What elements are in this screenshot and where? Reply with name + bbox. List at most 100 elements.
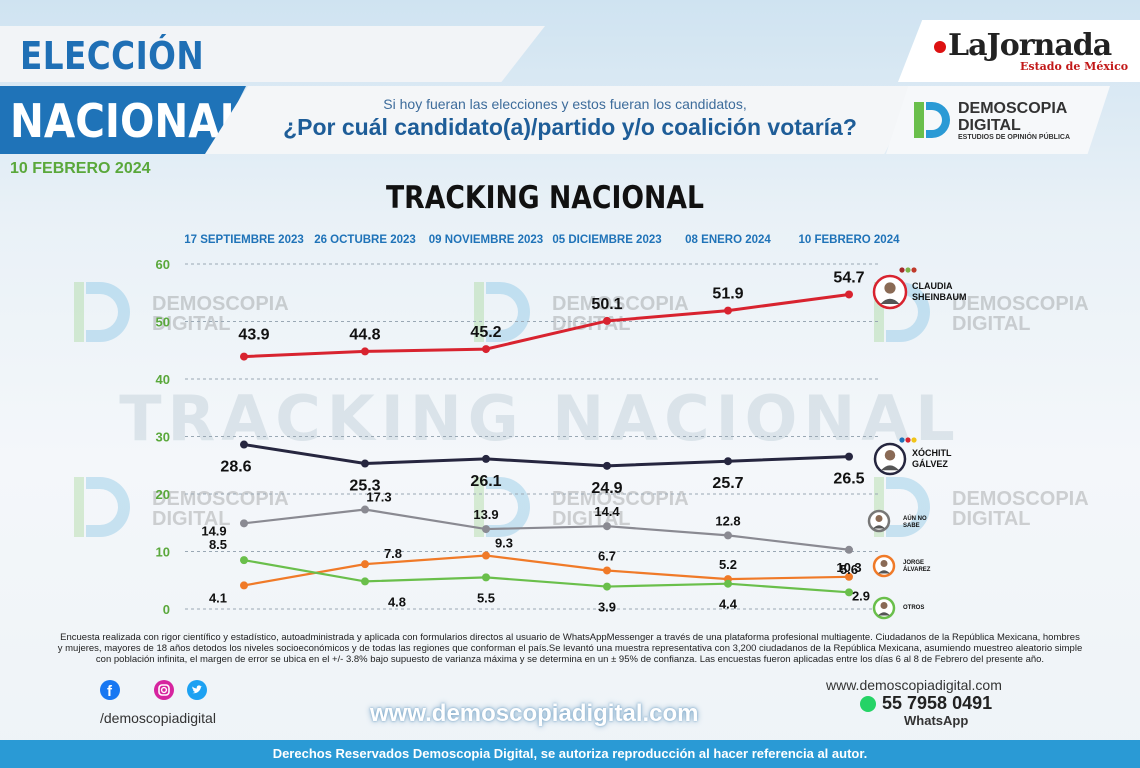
- data-point: [724, 579, 732, 588]
- svg-text:DIGITAL: DIGITAL: [952, 508, 1031, 530]
- series-4: 8.5 4.8 5.5 3.9 4.4 2.9: [209, 537, 870, 614]
- legend-xochitl: XÓCHITL GÁLVEZ: [912, 448, 952, 469]
- twitter-icon[interactable]: [186, 680, 207, 700]
- x-axis-labels: 17 SEPTIEMBRE 2023 26 OCTUBRE 2023 09 NOVI…: [184, 234, 900, 246]
- y-tick-label: 40: [156, 372, 170, 387]
- demoscopia-name: DEMOSCOPIA DIGITAL: [958, 100, 1068, 134]
- data-point: [724, 457, 732, 466]
- data-label: 14.4: [594, 504, 620, 519]
- y-tick-label: 0: [163, 602, 170, 617]
- party-logo-icon: [911, 267, 917, 273]
- demoscopia-logo-box: DEMOSCOPIA DIGITAL ESTUDIOS DE OPINIÓN P…: [886, 86, 1110, 154]
- data-point: [482, 551, 490, 560]
- data-point: [240, 581, 248, 590]
- instagram-icon[interactable]: [154, 680, 175, 700]
- region-label: NACIONAL: [10, 94, 246, 148]
- candidate-avatar-icon: [872, 596, 896, 620]
- party-logo-icon: [899, 267, 905, 273]
- candidate-avatar-icon: [872, 554, 896, 578]
- demoscopia-tagline: ESTUDIOS DE OPINIÓN PÚBLICA: [958, 134, 1071, 141]
- red-dot-icon: [934, 41, 946, 53]
- facebook-icon[interactable]: f: [100, 680, 120, 700]
- website-link-small[interactable]: www.demoscopiadigital.com: [826, 677, 1002, 693]
- data-point: [724, 531, 732, 540]
- methodology-note: Encuesta realizada con rigor científico …: [57, 632, 1083, 665]
- svg-text:DEMOSCOPIA: DEMOSCOPIA: [152, 488, 289, 510]
- data-point: [361, 505, 369, 514]
- legend-jorge-alvarez: JORGE ÁLVAREZ: [903, 560, 931, 573]
- data-label: 5.2: [719, 557, 737, 572]
- question-line-1: Si hoy fueran las elecciones y estos fue…: [383, 96, 747, 112]
- x-tick-label: 05 DICIEMBRE 2023: [552, 234, 661, 246]
- data-label: 13.9: [473, 507, 498, 522]
- data-point: [240, 440, 248, 449]
- data-label: 10.3: [836, 560, 861, 575]
- whatsapp-label: WhatsApp: [904, 713, 969, 728]
- chart-series: 43.9 44.8 45.2 50.1 51.9 54.7 28.6 25.3 26.1 24.9…: [201, 269, 870, 614]
- data-label: 7.8: [384, 546, 402, 561]
- data-label: 26.5: [833, 471, 864, 488]
- series-line: [243, 292, 850, 359]
- party-logo-icon: [911, 437, 917, 443]
- data-point: [361, 560, 369, 569]
- svg-text:DIGITAL: DIGITAL: [552, 508, 631, 530]
- data-label: 2.9: [852, 588, 870, 603]
- legend-otros: OTROS: [903, 605, 925, 611]
- website-link[interactable]: www.demoscopiadigital.com: [370, 700, 699, 727]
- data-label: 50.1: [591, 296, 622, 313]
- series-0: 43.9 44.8 45.2 50.1 51.9 54.7: [238, 269, 865, 361]
- la-jornada-wordmark: LaJornada: [948, 28, 1112, 63]
- data-point: [845, 572, 853, 581]
- candidate-avatar-icon: [867, 509, 891, 533]
- whatsapp-icon: [860, 696, 876, 713]
- legend-claudia: CLAUDIA SHEINBAUM: [912, 281, 967, 302]
- question-banner: [205, 86, 920, 154]
- y-axis-ticks: 0 10 20 30 40 50 60: [156, 257, 170, 617]
- series-1: 28.6 25.3 26.1 24.9 25.7 26.5: [220, 440, 865, 497]
- phone-number[interactable]: 55 7958 0491: [860, 693, 992, 714]
- data-point: [361, 347, 369, 356]
- y-tick-label: 50: [156, 315, 170, 330]
- data-point: [361, 459, 369, 468]
- footer-rights: Derechos Reservados Demoscopia Digital, …: [272, 746, 868, 761]
- party-logo-icon: [905, 437, 911, 443]
- footer-bar: Derechos Reservados Demoscopia Digital, …: [0, 740, 1140, 768]
- y-tick-label: 20: [156, 487, 170, 502]
- header-title-banner: ELECCIÓN PRESIDENCIAL 2024: [0, 26, 545, 82]
- series-line: [243, 559, 850, 594]
- data-point: [482, 573, 490, 582]
- data-label: 17.3: [366, 490, 391, 505]
- data-label: 3.9: [598, 600, 616, 615]
- data-point: [603, 461, 611, 470]
- x-tick-label: 17 SEPTIEMBRE 2023: [184, 234, 304, 246]
- x-tick-label: 10 FEBRERO 2024: [799, 234, 901, 246]
- region-banner: NACIONAL: [0, 86, 246, 154]
- series-3: 4.1 7.8 9.3 6.7 5.2 5.6: [209, 536, 858, 606]
- data-label: 25.7: [712, 475, 743, 492]
- legend-aun-no-sabe: AÚN NO SABE: [903, 516, 927, 529]
- data-label: 43.9: [238, 327, 269, 344]
- tracking-chart: DEMOSCOPIADIGITALDEMOSCOPIADIGITALDEMOSC…: [74, 234, 1089, 620]
- series-line: [243, 554, 850, 587]
- svg-text:DEMOSCOPIA: DEMOSCOPIA: [952, 488, 1089, 510]
- x-tick-label: 08 ENERO 2024: [685, 234, 771, 246]
- party-logo-icon: [905, 267, 911, 273]
- data-point: [240, 519, 248, 528]
- candidate-avatar-icon: [872, 274, 908, 310]
- party-logo-icon: [899, 437, 905, 443]
- chart-title: TRACKING NACIONAL: [385, 180, 704, 216]
- data-point: [724, 306, 732, 315]
- x-tick-label: 26 OCTUBRE 2023: [314, 234, 416, 246]
- data-point: [482, 454, 490, 463]
- svg-text:DEMOSCOPIA: DEMOSCOPIA: [552, 293, 689, 315]
- x-tick-label: 09 NOVIEMBRE 2023: [429, 234, 543, 246]
- data-label: 14.9: [201, 523, 226, 538]
- social-handle[interactable]: /demoscopiadigital: [100, 710, 216, 726]
- data-label: 25.3: [349, 478, 380, 495]
- social-icons: f: [100, 680, 215, 700]
- svg-text:DEMOSCOPIA: DEMOSCOPIA: [152, 293, 289, 315]
- data-point: [845, 545, 853, 554]
- series-line: [243, 443, 850, 468]
- data-label: 45.2: [470, 324, 501, 341]
